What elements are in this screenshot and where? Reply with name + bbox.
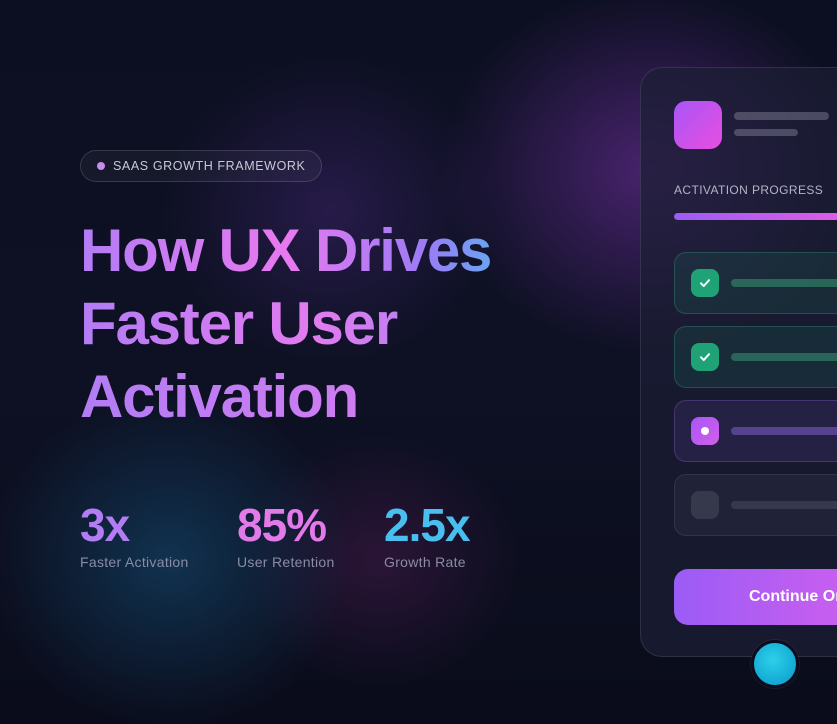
stat-label: Growth Rate xyxy=(384,554,466,570)
stat-faster-activation: 3x Faster Activation xyxy=(80,500,189,570)
stat-value: 2.5x xyxy=(384,499,471,551)
stat-label: User Retention xyxy=(237,554,335,570)
category-badge: SAAS GROWTH FRAMEWORK xyxy=(80,150,323,182)
activation-progress-bar xyxy=(674,213,837,220)
continue-onboarding-button[interactable]: Continue On xyxy=(674,569,837,625)
title-line-3: Activation xyxy=(80,360,540,433)
check-icon xyxy=(691,269,719,297)
floating-avatar-dot xyxy=(751,640,799,688)
app-icon xyxy=(674,101,722,149)
stat-value: 3x xyxy=(80,499,130,551)
onboarding-step-2[interactable] xyxy=(674,326,837,388)
step-placeholder-line xyxy=(731,501,837,509)
current-step-icon xyxy=(691,417,719,445)
title-line-2: Faster User xyxy=(80,287,540,360)
step-placeholder-line xyxy=(731,427,837,435)
title-placeholder-line xyxy=(734,112,829,120)
title-line-1: How UX Drives xyxy=(80,214,540,287)
progress-label: ACTIVATION PROGRESS xyxy=(674,183,824,197)
stat-growth-rate: 2.5x Growth Rate xyxy=(384,499,471,570)
onboarding-card: ACTIVATION PROGRESS Continue O xyxy=(640,67,837,657)
step-placeholder-line xyxy=(731,279,837,287)
page-title: How UX Drives Faster User Activation xyxy=(80,214,540,433)
progress-fill xyxy=(674,213,837,220)
empty-step-icon xyxy=(691,491,719,519)
check-icon xyxy=(691,343,719,371)
onboarding-step-3[interactable] xyxy=(674,400,837,462)
badge-label: SAAS GROWTH FRAMEWORK xyxy=(113,159,306,173)
onboarding-step-4[interactable] xyxy=(674,474,837,536)
onboarding-step-1[interactable] xyxy=(674,252,837,314)
dot-icon xyxy=(701,427,709,435)
subtitle-placeholder-line xyxy=(734,129,798,136)
stat-user-retention: 85% User Retention xyxy=(237,500,335,570)
stat-value: 85% xyxy=(237,499,327,551)
badge-dot-icon xyxy=(97,162,105,170)
step-placeholder-line xyxy=(731,353,837,361)
stat-label: Faster Activation xyxy=(80,554,189,570)
